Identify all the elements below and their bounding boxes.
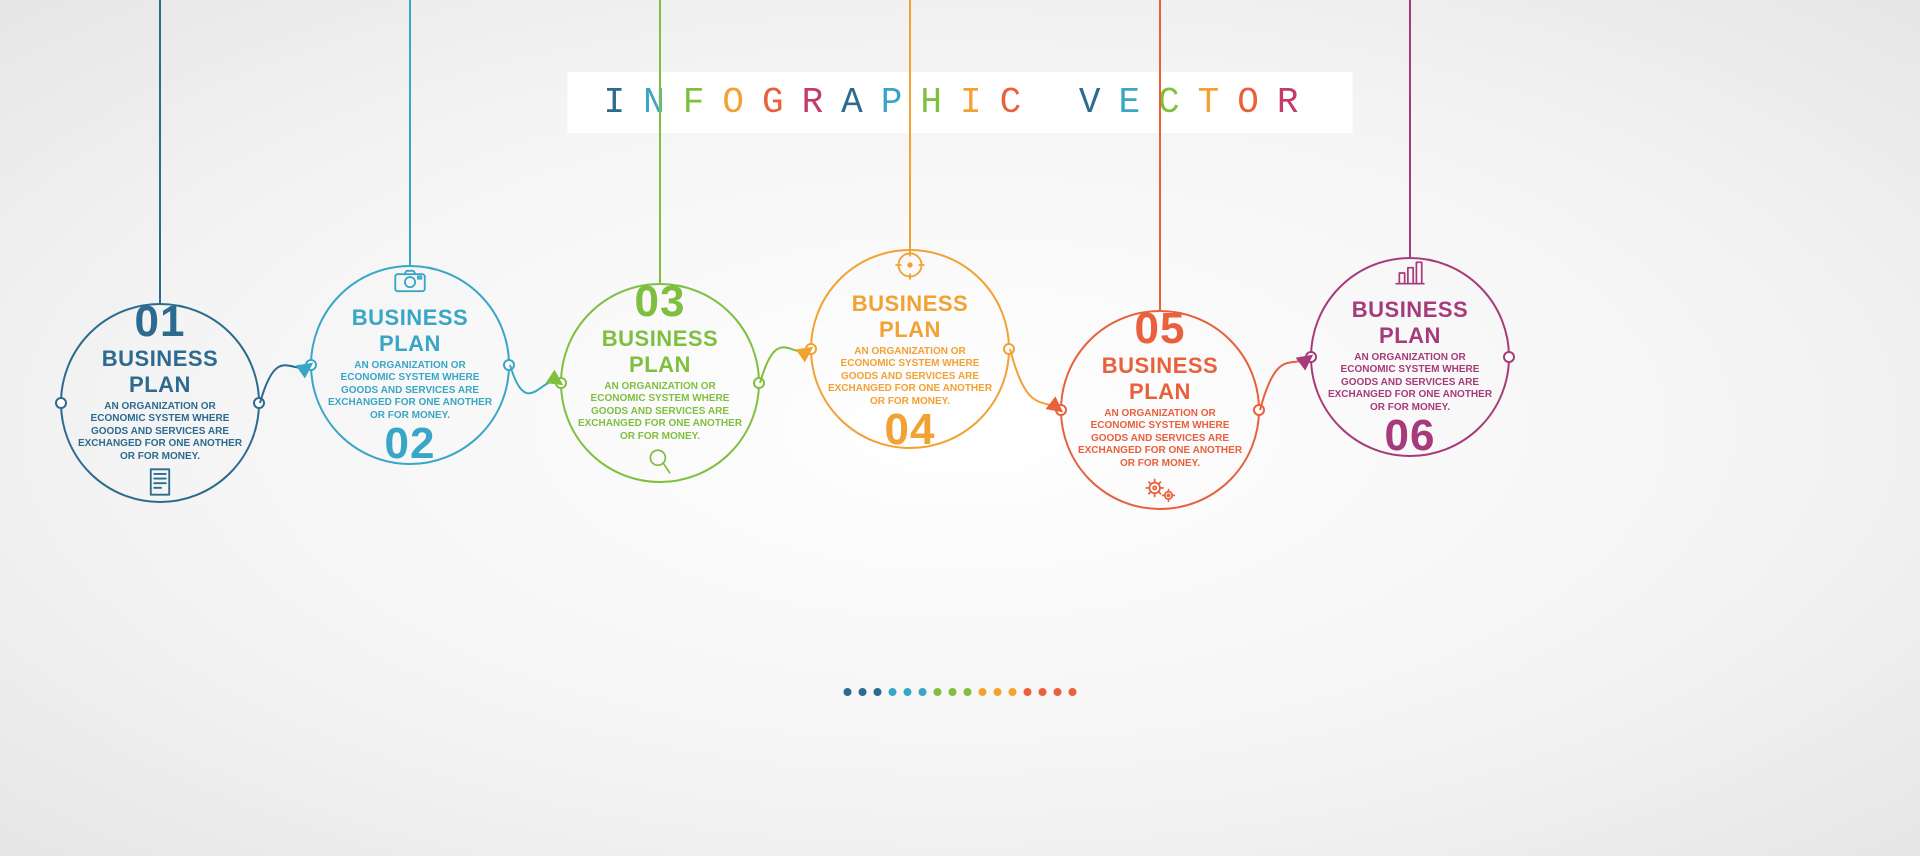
gears-icon — [1143, 474, 1177, 509]
pager-dot — [979, 688, 987, 696]
connector-dot-left — [1055, 404, 1067, 416]
step-number: 03 — [635, 280, 686, 324]
step-circle: BUSINESS PLANAN ORGANIZATION OR ECONOMIC… — [1310, 257, 1510, 457]
hanging-line — [1159, 0, 1161, 310]
document-icon — [146, 467, 174, 502]
step-circle: 03BUSINESS PLANAN ORGANIZATION OR ECONOM… — [560, 283, 760, 483]
step-heading: BUSINESS PLAN — [826, 291, 994, 343]
step-description: AN ORGANIZATION OR ECONOMIC SYSTEM WHERE… — [1076, 408, 1244, 471]
pager-dot — [1054, 688, 1062, 696]
step-06: BUSINESS PLANAN ORGANIZATION OR ECONOMIC… — [1300, 0, 1520, 560]
connector-dot-right — [503, 359, 515, 371]
step-heading: BUSINESS PLAN — [326, 305, 494, 357]
hanging-line — [409, 0, 411, 265]
step-02: BUSINESS PLANAN ORGANIZATION OR ECONOMIC… — [300, 0, 520, 560]
camera-icon — [393, 268, 427, 299]
step-number: 06 — [1385, 414, 1436, 458]
step-heading: BUSINESS PLAN — [1076, 353, 1244, 405]
step-circle: BUSINESS PLANAN ORGANIZATION OR ECONOMIC… — [810, 249, 1010, 449]
step-description: AN ORGANIZATION OR ECONOMIC SYSTEM WHERE… — [76, 401, 244, 464]
step-heading: BUSINESS PLAN — [76, 346, 244, 398]
step-description: AN ORGANIZATION OR ECONOMIC SYSTEM WHERE… — [576, 381, 744, 444]
step-description: AN ORGANIZATION OR ECONOMIC SYSTEM WHERE… — [326, 360, 494, 423]
connector-dot-left — [1305, 351, 1317, 363]
step-number: 04 — [885, 408, 936, 452]
pager-dot — [1039, 688, 1047, 696]
pager-dot — [994, 688, 1002, 696]
pager-dot — [844, 688, 852, 696]
pager-dot — [889, 688, 897, 696]
pager-dot — [859, 688, 867, 696]
target-icon — [895, 250, 925, 285]
pager-dot — [1024, 688, 1032, 696]
step-heading: BUSINESS PLAN — [576, 326, 744, 378]
step-number: 02 — [385, 422, 436, 466]
step-number: 01 — [135, 300, 186, 344]
connector-dot-right — [753, 377, 765, 389]
pager-dot — [874, 688, 882, 696]
step-03: 03BUSINESS PLANAN ORGANIZATION OR ECONOM… — [550, 0, 770, 560]
step-circle: BUSINESS PLANAN ORGANIZATION OR ECONOMIC… — [310, 265, 510, 465]
step-number: 05 — [1135, 307, 1186, 351]
step-circle: 05BUSINESS PLANAN ORGANIZATION OR ECONOM… — [1060, 310, 1260, 510]
hanging-line — [909, 0, 911, 249]
step-01: 01BUSINESS PLANAN ORGANIZATION OR ECONOM… — [50, 0, 270, 560]
pager-dot — [934, 688, 942, 696]
hanging-line — [1409, 0, 1411, 257]
connector-dot-left — [305, 359, 317, 371]
pager-dot — [1009, 688, 1017, 696]
pager-dot — [904, 688, 912, 696]
connector-dot-left — [805, 343, 817, 355]
step-05: 05BUSINESS PLANAN ORGANIZATION OR ECONOM… — [1050, 0, 1270, 560]
pager-dot — [919, 688, 927, 696]
connector-dot-left — [55, 397, 67, 409]
pager-dots — [844, 688, 1077, 696]
infographic-stage: 01BUSINESS PLANAN ORGANIZATION OR ECONOM… — [0, 0, 1920, 856]
connector-dot-right — [1253, 404, 1265, 416]
bars-icon — [1394, 260, 1426, 291]
connector-dot-left — [555, 377, 567, 389]
step-description: AN ORGANIZATION OR ECONOMIC SYSTEM WHERE… — [1326, 352, 1494, 415]
step-circle: 01BUSINESS PLANAN ORGANIZATION OR ECONOM… — [60, 303, 260, 503]
step-04: BUSINESS PLANAN ORGANIZATION OR ECONOMIC… — [800, 0, 1020, 560]
pager-dot — [1069, 688, 1077, 696]
step-heading: BUSINESS PLAN — [1326, 297, 1494, 349]
step-description: AN ORGANIZATION OR ECONOMIC SYSTEM WHERE… — [826, 346, 994, 409]
magnifier-icon — [647, 447, 673, 482]
pager-dot — [964, 688, 972, 696]
hanging-line — [159, 0, 161, 303]
connector-dot-right — [1003, 343, 1015, 355]
connector-dot-right — [253, 397, 265, 409]
pager-dot — [949, 688, 957, 696]
connector-dot-right — [1503, 351, 1515, 363]
hanging-line — [659, 0, 661, 283]
